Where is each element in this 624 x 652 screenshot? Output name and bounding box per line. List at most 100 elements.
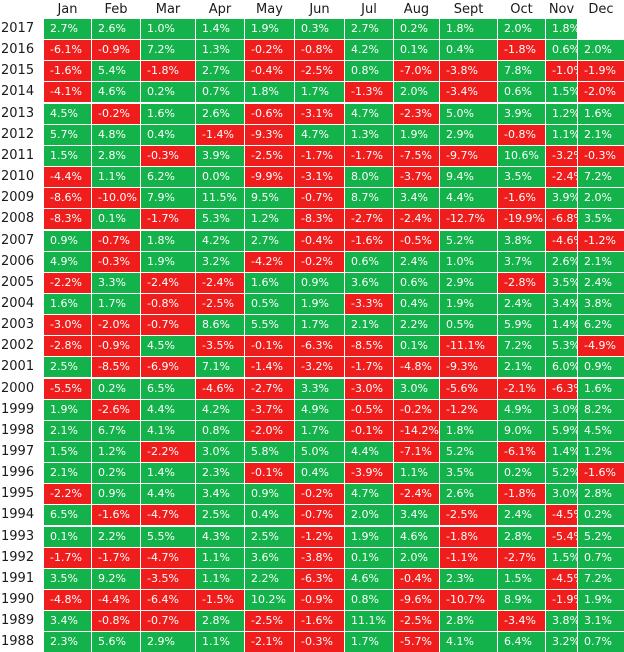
heatmap-cell-2010-nov: -2.4%	[546, 167, 584, 187]
heatmap-cell-2002-nov: 5.3%	[546, 336, 580, 356]
year-label-1990: 1990	[1, 592, 35, 607]
heatmap-cell-1989-dec: 3.1%	[578, 611, 624, 631]
heatmap-cell-2013-aug: -2.3%	[394, 104, 439, 124]
heatmap-cell-2010-mar: 6.2%	[141, 167, 195, 187]
year-label-2000: 2000	[1, 381, 35, 396]
heatmap-cell-2003-jan: -3.0%	[44, 315, 91, 335]
heatmap-cell-1999-jan: 1.9%	[44, 400, 91, 420]
heatmap-cell-1989-apr: 2.8%	[196, 611, 244, 631]
heatmap-cell-2016-dec: 2.0%	[578, 40, 624, 60]
year-label-1993: 1993	[1, 529, 35, 544]
month-header-sept: Sept	[453, 2, 484, 17]
heatmap-cell-1989-sept: 2.8%	[440, 611, 497, 631]
heatmap-cell-2002-feb: -0.9%	[92, 336, 140, 356]
heatmap-cell-2015-mar: -1.8%	[141, 61, 195, 81]
year-label-2007: 2007	[1, 233, 35, 248]
heatmap-cell-2010-may: -9.9%	[245, 167, 294, 187]
year-label-2017: 2017	[1, 21, 35, 36]
heatmap-cell-2001-dec: 0.9%	[578, 357, 624, 377]
heatmap-cell-2002-mar: 4.5%	[141, 336, 195, 356]
heatmap-cell-2011-jul: -1.7%	[345, 146, 393, 166]
heatmap-cell-2006-aug: 2.4%	[394, 252, 439, 272]
heatmap-cell-2013-mar: 1.6%	[141, 104, 195, 124]
heatmap-cell-2004-oct: 2.4%	[498, 294, 545, 314]
heatmap-cell-2006-jul: 0.6%	[345, 252, 393, 272]
heatmap-cell-2014-aug: 2.0%	[394, 82, 439, 102]
heatmap-cell-2012-jul: 1.3%	[345, 125, 393, 145]
month-header-aug: Aug	[403, 2, 430, 17]
heatmap-cell-1995-nov: 3.0%	[546, 484, 580, 504]
heatmap-cell-1988-dec: 0.7%	[578, 632, 624, 652]
heatmap-cell-1999-dec: 8.2%	[578, 400, 624, 420]
heatmap-cell-1997-feb: 1.2%	[92, 442, 140, 462]
heatmap-cell-2005-jun: 0.9%	[295, 273, 344, 293]
heatmap-cell-1993-feb: 2.2%	[92, 527, 140, 547]
heatmap-cell-1996-feb: 0.2%	[92, 463, 140, 483]
heatmap-cell-2007-oct: 3.8%	[498, 231, 545, 251]
heatmap-cell-1994-oct: 2.4%	[498, 505, 545, 525]
heatmap-cell-2016-may: -0.2%	[245, 40, 294, 60]
heatmap-cell-2000-feb: 0.2%	[92, 379, 140, 399]
heatmap-cell-2011-oct: 10.6%	[498, 146, 545, 166]
heatmap-cell-2004-nov: 3.4%	[546, 294, 580, 314]
heatmap-cell-2007-dec: -1.2%	[578, 231, 624, 251]
heatmap-cell-1999-may: -3.7%	[245, 400, 294, 420]
heatmap-cell-2005-dec: 2.4%	[578, 273, 624, 293]
month-header-mar: Mar	[155, 2, 181, 17]
heatmap-cell-2005-apr: -2.4%	[196, 273, 244, 293]
heatmap-cell-2006-nov: 2.6%	[546, 252, 580, 272]
heatmap-cell-2011-may: -2.5%	[245, 146, 294, 166]
heatmap-cell-1996-may: -0.1%	[245, 463, 294, 483]
heatmap-cell-2014-feb: 4.6%	[92, 82, 140, 102]
heatmap-cell-2009-mar: 7.9%	[141, 188, 195, 208]
heatmap-cell-1988-sept: 4.1%	[440, 632, 497, 652]
heatmap-cell-1991-jul: 4.6%	[345, 569, 393, 589]
heatmap-cell-2002-apr: -3.5%	[196, 336, 244, 356]
heatmap-cell-2008-apr: 5.3%	[196, 209, 244, 229]
heatmap-cell-1991-jan: 3.5%	[44, 569, 91, 589]
heatmap-cell-1993-aug: 4.6%	[394, 527, 439, 547]
heatmap-cell-1998-may: -2.0%	[245, 421, 294, 441]
heatmap-cell-1996-jan: 2.1%	[44, 463, 91, 483]
heatmap-cell-2001-jul: -1.7%	[345, 357, 393, 377]
heatmap-cell-1995-oct: -1.8%	[498, 484, 545, 504]
heatmap-cell-2004-mar: -0.8%	[141, 294, 195, 314]
month-header-oct: Oct	[510, 2, 533, 17]
heatmap-cell-2008-dec: 3.5%	[578, 209, 624, 229]
year-label-1995: 1995	[1, 486, 35, 501]
heatmap-cell-2017-nov: 1.8%	[546, 19, 580, 39]
heatmap-cell-2002-jun: -6.3%	[295, 336, 344, 356]
heatmap-cell-1988-feb: 5.6%	[92, 632, 140, 652]
heatmap-cell-2015-jul: 0.8%	[345, 61, 393, 81]
heatmap-cell-1992-nov: 1.5%	[546, 548, 580, 568]
heatmap-cell-2001-may: -1.4%	[245, 357, 294, 377]
heatmap-cell-1991-dec: 7.2%	[578, 569, 624, 589]
heatmap-cell-1989-jun: -1.6%	[295, 611, 344, 631]
heatmap-cell-2002-jul: -8.5%	[345, 336, 393, 356]
heatmap-cell-1995-may: 0.9%	[245, 484, 294, 504]
heatmap-cell-1990-jun: -0.9%	[295, 590, 344, 610]
heatmap-cell-2017-may: 1.9%	[245, 19, 294, 39]
heatmap-cell-2009-oct: -1.6%	[498, 188, 545, 208]
heatmap-cell-2011-dec: -0.3%	[578, 146, 624, 166]
heatmap-cell-2007-sept: 5.2%	[440, 231, 497, 251]
heatmap-cell-2001-mar: -6.9%	[141, 357, 195, 377]
heatmap-cell-1996-oct: 0.2%	[498, 463, 545, 483]
heatmap-cell-2015-sept: -3.8%	[440, 61, 497, 81]
heatmap-cell-2006-mar: 1.9%	[141, 252, 195, 272]
heatmap-cell-1994-nov: -4.5%	[546, 505, 584, 525]
heatmap-cell-1998-aug: -14.2%	[394, 421, 439, 441]
heatmap-cell-2003-apr: 8.6%	[196, 315, 244, 335]
heatmap-cell-2016-sept: 0.4%	[440, 40, 497, 60]
heatmap-cell-2003-dec: 6.2%	[578, 315, 624, 335]
heatmap-cell-1988-may: -2.1%	[245, 632, 294, 652]
heatmap-cell-2009-jul: 8.7%	[345, 188, 393, 208]
heatmap-cell-2001-nov: 6.0%	[546, 357, 580, 377]
heatmap-cell-2013-may: -0.6%	[245, 104, 294, 124]
heatmap-cell-1989-mar: -0.7%	[141, 611, 195, 631]
heatmap-cell-1992-may: 3.6%	[245, 548, 294, 568]
heatmap-cell-2015-nov: -1.0%	[546, 61, 584, 81]
heatmap-cell-2009-sept: 4.4%	[440, 188, 497, 208]
heatmap-cell-1990-oct: 8.9%	[498, 590, 545, 610]
heatmap-cell-2015-apr: 2.7%	[196, 61, 244, 81]
